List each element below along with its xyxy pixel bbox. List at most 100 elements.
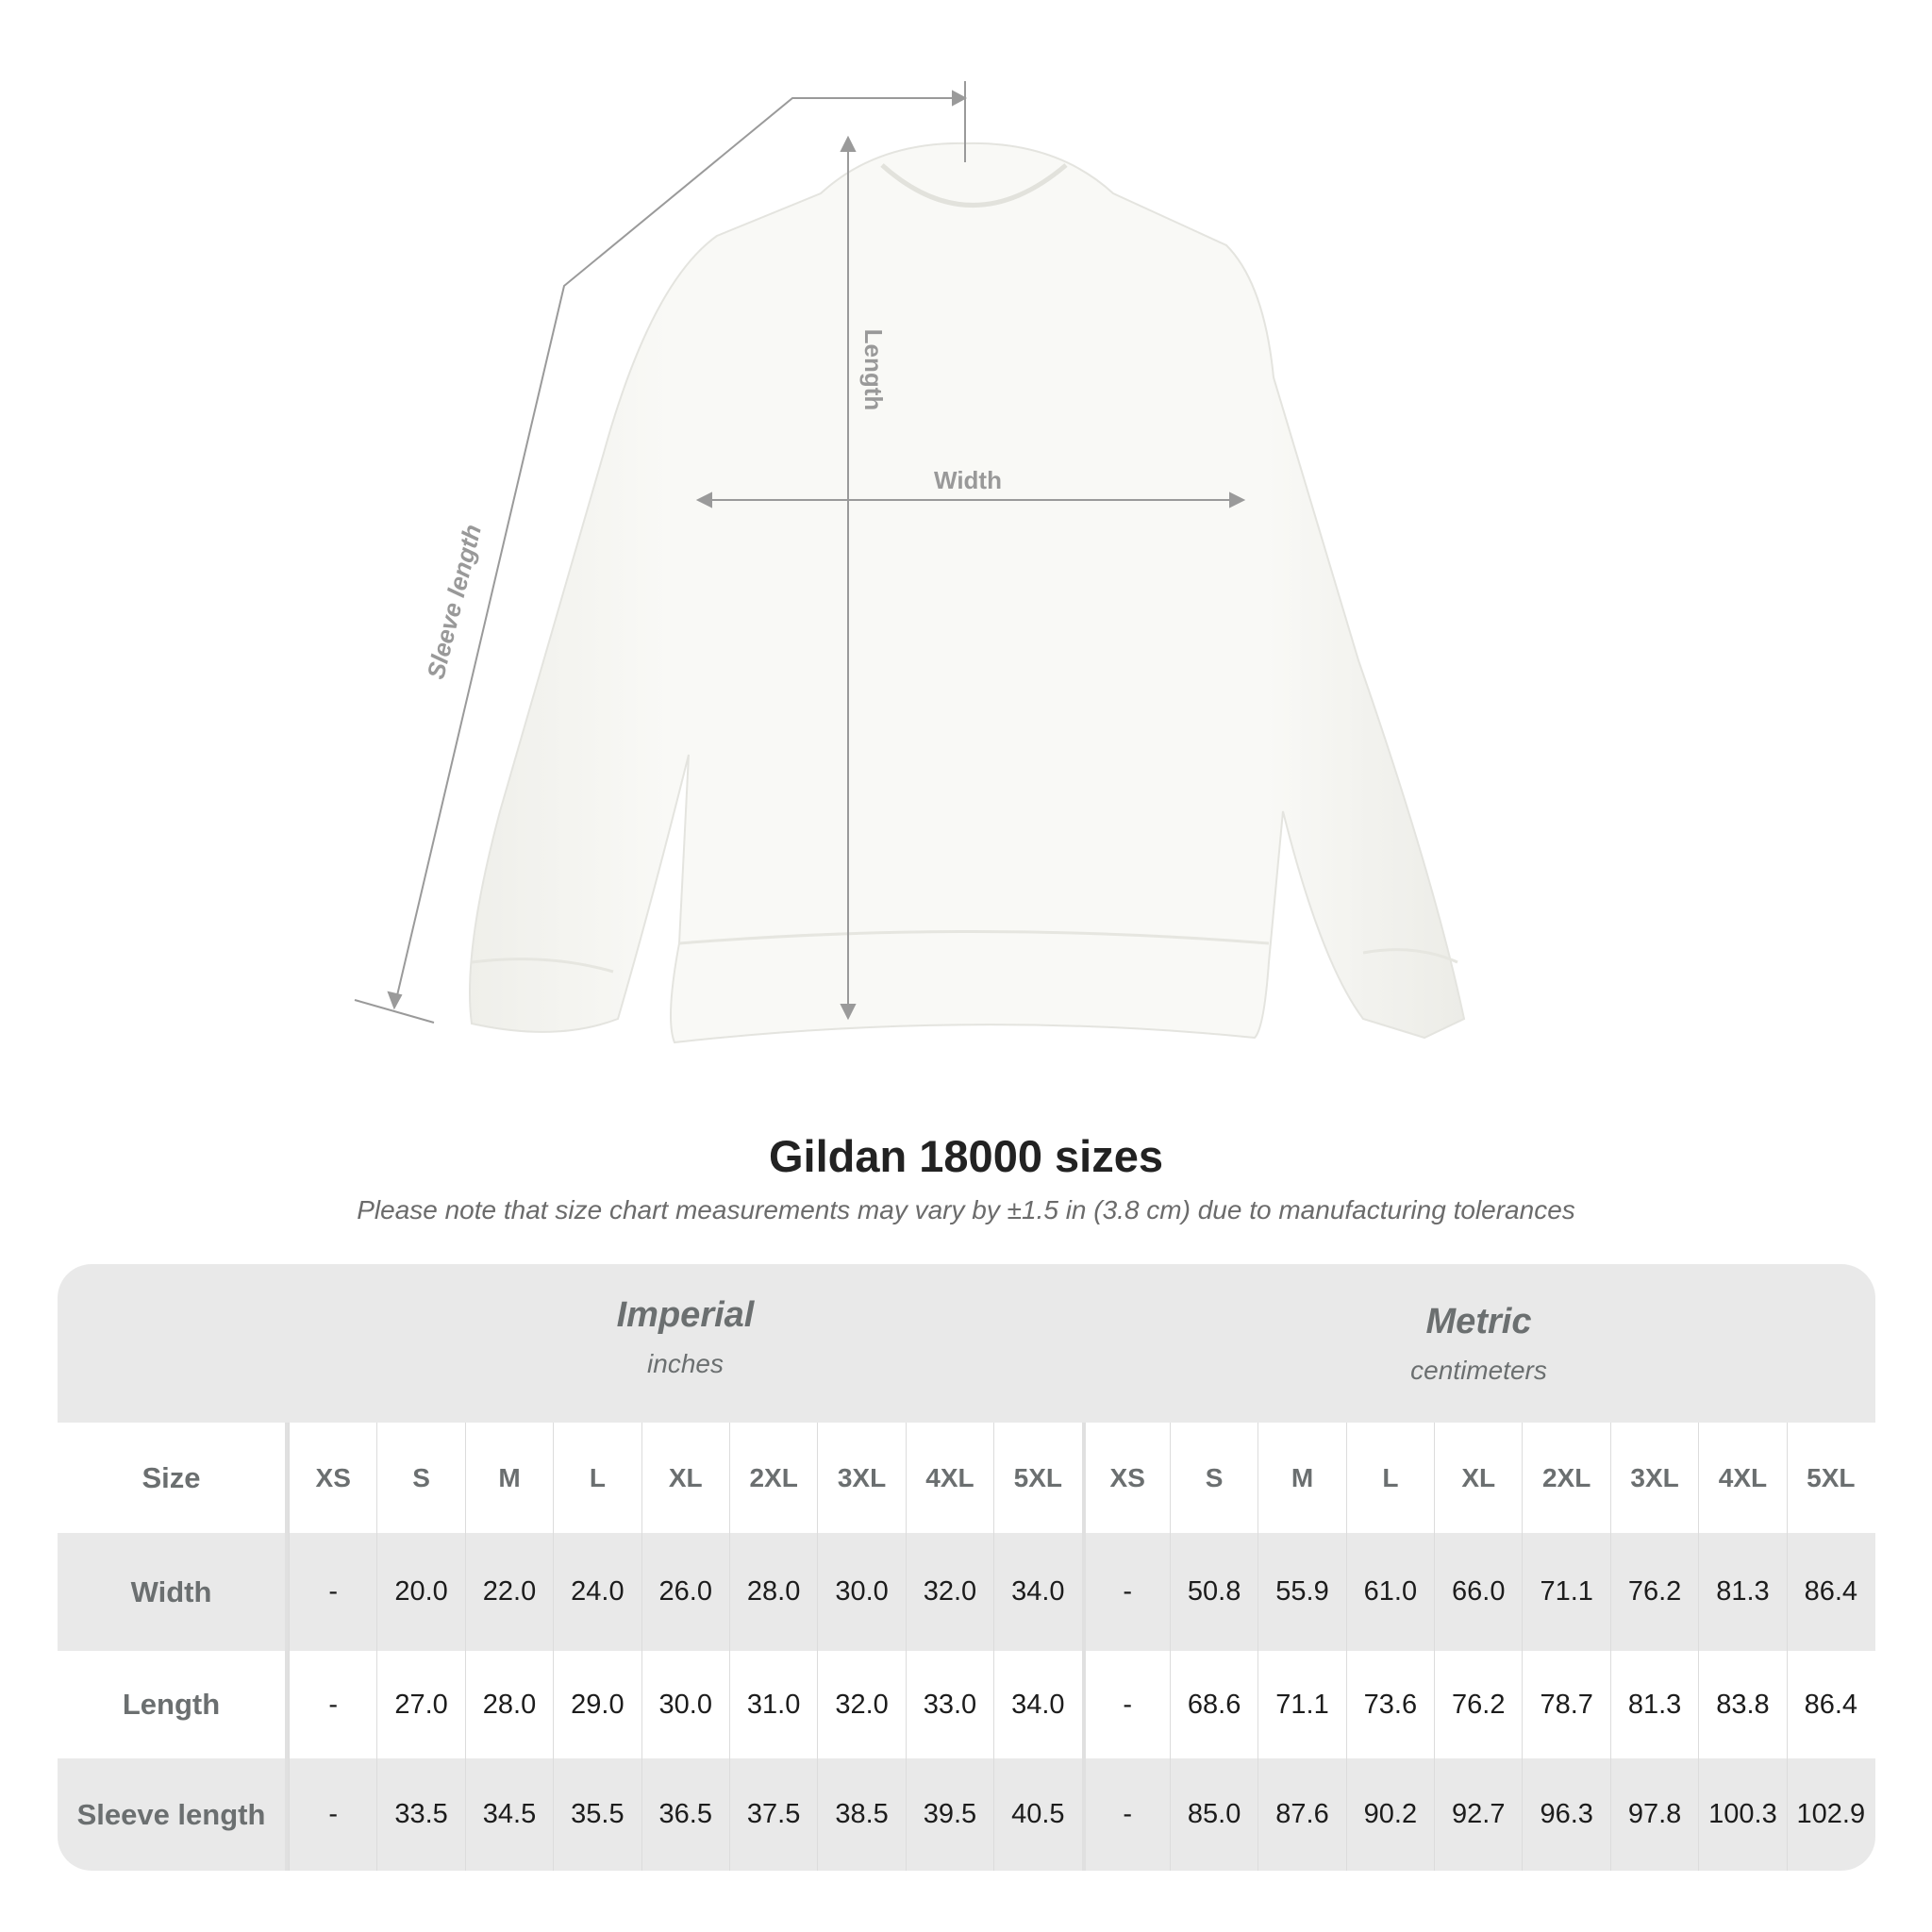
imperial-value-cell: - xyxy=(289,1758,376,1871)
measurement-lines xyxy=(354,81,1246,1024)
size-header-cell: 4XL xyxy=(905,1423,993,1533)
metric-value-cell: 97.8 xyxy=(1609,1758,1698,1871)
size-header-cell: 4XL xyxy=(1698,1423,1786,1533)
width-label: Width xyxy=(934,466,1002,494)
arrowhead-icon xyxy=(952,90,968,107)
metric-value-cell: 86.4 xyxy=(1786,1651,1874,1758)
size-header-cell: M xyxy=(464,1423,553,1533)
sweatshirt-image xyxy=(469,142,1466,1044)
metric-header: Metric centimeters xyxy=(1082,1302,1875,1386)
metric-unit: centimeters xyxy=(1410,1356,1547,1385)
imperial-value-cell: 30.0 xyxy=(817,1533,905,1651)
imperial-value-cell: 27.0 xyxy=(376,1651,464,1758)
metric-value-cell: 73.6 xyxy=(1345,1651,1434,1758)
imperial-value-cell: 36.5 xyxy=(641,1758,729,1871)
sweatshirt-diagram: Length Width Sleeve length xyxy=(354,81,1466,1044)
size-header-cell: XL xyxy=(1434,1423,1522,1533)
metric-value-cell: 102.9 xyxy=(1786,1758,1874,1871)
size-header-cell: XS xyxy=(1081,1423,1170,1533)
metric-value-cell: 100.3 xyxy=(1698,1758,1786,1871)
metric-value-cell: 96.3 xyxy=(1522,1758,1609,1871)
size-table: Imperial inches Metric centimeters Size X… xyxy=(58,1264,1875,1871)
size-header-cell: 2XL xyxy=(728,1423,817,1533)
sleeve-length-line xyxy=(393,97,965,1008)
table-row: Width -20.0 22.0 24.0 26.0 28.0 30.0 32.0 34.0-5… xyxy=(58,1533,1875,1651)
size-header-cell: S xyxy=(376,1423,464,1533)
metric-value-cell: 78.7 xyxy=(1522,1651,1609,1758)
imperial-value-cell: 32.0 xyxy=(905,1533,993,1651)
imperial-value-cell: 26.0 xyxy=(641,1533,729,1651)
imperial-value-cell: 31.0 xyxy=(728,1651,817,1758)
size-header-cell: M xyxy=(1257,1423,1345,1533)
row-label: Length xyxy=(58,1651,289,1758)
metric-value-cell: 90.2 xyxy=(1345,1758,1434,1871)
table-header-band xyxy=(58,1264,1875,1423)
imperial-value-cell: 20.0 xyxy=(376,1533,464,1651)
metric-value-cell: 81.3 xyxy=(1609,1651,1698,1758)
metric-value-cell: 83.8 xyxy=(1698,1651,1786,1758)
imperial-value-cell: - xyxy=(289,1533,376,1651)
row-label: Width xyxy=(58,1533,289,1651)
size-header-cell: 2XL xyxy=(1522,1423,1609,1533)
imperial-value-cell: 29.0 xyxy=(553,1651,641,1758)
metric-value-cell: 87.6 xyxy=(1257,1758,1345,1871)
imperial-value-cell: 28.0 xyxy=(464,1651,553,1758)
imperial-value-cell: 39.5 xyxy=(905,1758,993,1871)
imperial-value-cell: 33.5 xyxy=(376,1758,464,1871)
imperial-value-cell: - xyxy=(289,1651,376,1758)
metric-value-cell: 50.8 xyxy=(1169,1533,1257,1651)
size-header-cell: L xyxy=(553,1423,641,1533)
size-header-cell: 3XL xyxy=(817,1423,905,1533)
table-row: Length -27.0 28.0 29.0 30.0 31.0 32.0 33.0 34.0-… xyxy=(58,1651,1875,1758)
size-header-cell: 3XL xyxy=(1609,1423,1698,1533)
size-header-cell: L xyxy=(1345,1423,1434,1533)
metric-value-cell: 68.6 xyxy=(1169,1651,1257,1758)
imperial-value-cell: 32.0 xyxy=(817,1651,905,1758)
imperial-unit: inches xyxy=(647,1349,724,1378)
length-label: Length xyxy=(859,329,888,411)
metric-value-cell: 86.4 xyxy=(1786,1533,1874,1651)
metric-value-cell: 71.1 xyxy=(1522,1533,1609,1651)
arrowhead-icon xyxy=(840,135,857,152)
imperial-value-cell: 30.0 xyxy=(641,1651,729,1758)
imperial-value-cell: 24.0 xyxy=(553,1533,641,1651)
imperial-value-cell: 37.5 xyxy=(728,1758,817,1871)
metric-value-cell: 71.1 xyxy=(1257,1651,1345,1758)
arrowhead-icon xyxy=(1229,491,1246,508)
size-header-cell: 5XL xyxy=(993,1423,1081,1533)
size-header-cell: 5XL xyxy=(1786,1423,1874,1533)
metric-value-cell: 66.0 xyxy=(1434,1533,1522,1651)
metric-value-cell: 85.0 xyxy=(1169,1758,1257,1871)
imperial-value-cell: 33.0 xyxy=(905,1651,993,1758)
arrowhead-icon xyxy=(387,991,403,1010)
metric-value-cell: 76.2 xyxy=(1609,1533,1698,1651)
imperial-value-cell: 35.5 xyxy=(553,1758,641,1871)
page-title: Gildan 18000 sizes xyxy=(768,1131,1164,1181)
imperial-value-cell: 38.5 xyxy=(817,1758,905,1871)
size-header-cell: XL xyxy=(641,1423,729,1533)
imperial-title: Imperial xyxy=(616,1295,755,1335)
metric-value-cell: 81.3 xyxy=(1698,1533,1786,1651)
table-row: Sleeve length -33.5 34.5 35.5 36.5 37.5 38.5 39… xyxy=(58,1758,1875,1871)
imperial-value-cell: 34.0 xyxy=(993,1533,1081,1651)
size-header-cell: S xyxy=(1169,1423,1257,1533)
metric-value-cell: - xyxy=(1081,1651,1170,1758)
row-label: Sleeve length xyxy=(58,1758,289,1871)
arrowhead-icon xyxy=(840,1004,857,1021)
imperial-value-cell: 22.0 xyxy=(464,1533,553,1651)
metric-title: Metric xyxy=(1425,1302,1532,1341)
size-header-cell: XS xyxy=(289,1423,376,1533)
imperial-value-cell: 34.0 xyxy=(993,1651,1081,1758)
tolerance-note: Please note that size chart measurements… xyxy=(357,1195,1575,1224)
metric-value-cell: 55.9 xyxy=(1257,1533,1345,1651)
imperial-value-cell: 34.5 xyxy=(464,1758,553,1871)
metric-value-cell: 61.0 xyxy=(1345,1533,1434,1651)
imperial-value-cell: 40.5 xyxy=(993,1758,1081,1871)
imperial-value-cell: 28.0 xyxy=(728,1533,817,1651)
metric-value-cell: 76.2 xyxy=(1434,1651,1522,1758)
size-header-row: Size XS S M L XL 2XL 3XL 4XL 5XL XS S M L XL 2XL 3XL 4XL 5… xyxy=(58,1423,1875,1533)
size-header-label: Size xyxy=(58,1423,289,1533)
metric-value-cell: - xyxy=(1081,1758,1170,1871)
metric-value-cell: 92.7 xyxy=(1434,1758,1522,1871)
arrowhead-icon xyxy=(695,491,712,508)
